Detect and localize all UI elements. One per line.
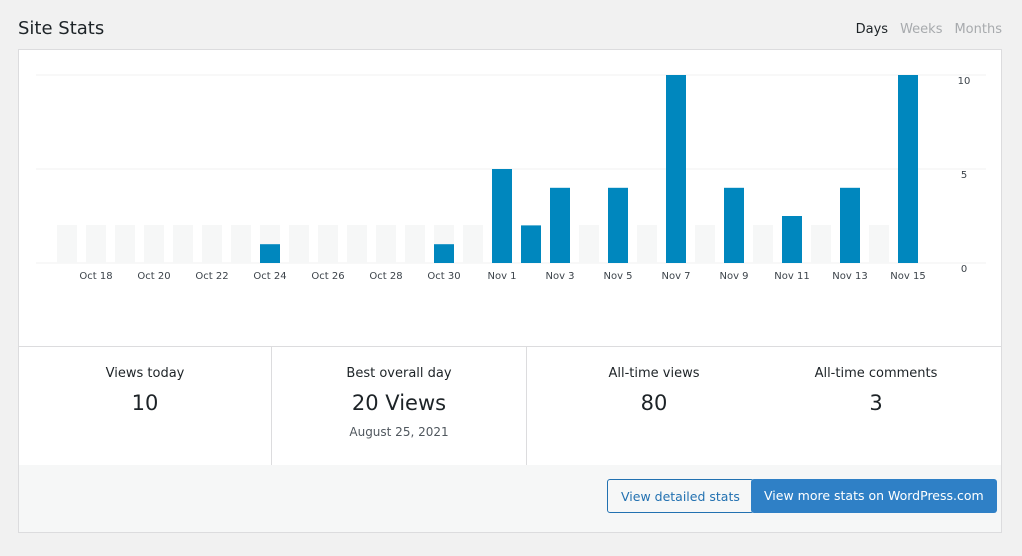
day-background	[347, 225, 367, 263]
bar	[782, 216, 802, 263]
day-background	[579, 225, 599, 263]
bar	[724, 187, 744, 263]
y-tick-label: 0	[961, 264, 967, 275]
day-background	[202, 225, 222, 263]
x-tick-label: Oct 24	[253, 271, 286, 282]
bar	[550, 187, 570, 263]
stat-value: 3	[869, 391, 883, 415]
tab[interactable]: Weeks	[900, 22, 943, 37]
stat: Views today 10	[19, 347, 272, 465]
day-background	[231, 225, 251, 263]
stat-label: Best overall day	[346, 366, 452, 381]
day-background	[463, 225, 483, 263]
stats-panel: 0 5 10 Oct 18 Oct 20 Oct 22 Oct 24 Oct 26 Oct 28…	[18, 49, 1002, 533]
day-background	[173, 225, 193, 263]
day-background	[869, 225, 889, 263]
chart: 0 5 10 Oct 18 Oct 20 Oct 22 Oct 24 Oct 26 Oct 28…	[36, 74, 986, 282]
day-background	[376, 225, 396, 263]
x-tick-label: Oct 26	[311, 271, 344, 282]
x-tick-label: Oct 22	[195, 271, 228, 282]
bar	[898, 75, 918, 263]
footer: View detailed stats View more stats on W…	[19, 465, 1001, 532]
day-background	[753, 225, 773, 263]
day-background	[695, 225, 715, 263]
x-tick-label: Nov 3	[545, 271, 574, 282]
bar	[492, 169, 512, 263]
day-background	[144, 225, 164, 263]
bar	[666, 75, 686, 263]
x-tick-label: Oct 20	[137, 271, 170, 282]
stat-label: Views today	[105, 366, 185, 381]
day-background	[637, 225, 657, 263]
bar	[260, 244, 280, 263]
x-tick-label: Nov 7	[661, 271, 690, 282]
stat: All-time comments 3	[781, 347, 971, 465]
stat-value: 80	[640, 391, 668, 415]
x-tick-label: Nov 5	[603, 271, 632, 282]
tab[interactable]: Days	[855, 22, 889, 37]
bar	[521, 225, 541, 263]
stat: Best overall day 20 Views August 25, 202…	[272, 347, 527, 465]
y-tick-label: 10	[958, 76, 971, 87]
bar	[608, 187, 628, 263]
day-background	[289, 225, 309, 263]
y-tick-label: 5	[961, 170, 967, 181]
x-tick-label: Oct 30	[427, 271, 460, 282]
stat-label: All-time views	[608, 366, 700, 381]
tab[interactable]: Months	[954, 22, 1002, 37]
day-background	[115, 225, 135, 263]
stat-value: 10	[131, 391, 159, 415]
x-tick-label: Nov 1	[487, 271, 516, 282]
x-tick-label: Oct 18	[79, 271, 112, 282]
day-background	[405, 225, 425, 263]
stat-note: August 25, 2021	[349, 425, 449, 439]
bar	[434, 244, 454, 263]
day-background	[86, 225, 106, 263]
x-tick-label: Nov 13	[832, 271, 867, 282]
day-background	[318, 225, 338, 263]
stat-label: All-time comments	[814, 366, 938, 381]
stats-row: Views today 10 Best overall day 20 Views…	[19, 346, 1001, 466]
x-tick-label: Oct 28	[369, 271, 402, 282]
x-tick-label: Nov 15	[890, 271, 925, 282]
button[interactable]: View more stats on WordPress.com	[751, 479, 997, 513]
stat: All-time views 80	[527, 347, 781, 465]
bar	[840, 187, 860, 263]
period-tabs: Days Weeks Months	[844, 22, 1002, 37]
stat-value: 20 Views	[351, 391, 447, 415]
day-background	[57, 225, 77, 263]
x-tick-label: Nov 11	[774, 271, 809, 282]
button[interactable]: View detailed stats	[607, 479, 754, 513]
x-tick-label: Nov 9	[719, 271, 748, 282]
day-background	[811, 225, 831, 263]
page-title: Site Stats	[18, 18, 105, 39]
